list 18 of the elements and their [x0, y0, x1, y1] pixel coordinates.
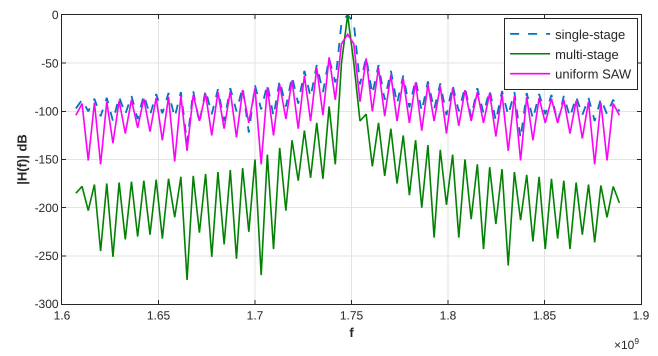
y-tick-label: -50 — [41, 56, 59, 70]
y-tick-label: -250 — [34, 249, 59, 264]
x-tick-label: 1.75 — [340, 308, 364, 322]
legend-label: single-stage — [555, 26, 626, 42]
y-tick-label: -100 — [34, 104, 59, 119]
x-axis-title: f — [349, 325, 354, 340]
y-tick-label: -200 — [34, 200, 59, 215]
x-tick-label: 1.8 — [440, 308, 457, 322]
legend-label: multi-stage — [555, 46, 619, 62]
x-tick-label: 1.65 — [146, 308, 170, 322]
y-tick-label: -150 — [34, 152, 59, 167]
x-tick-label: 1.85 — [532, 308, 556, 322]
y-axis-title: |H(f)| dB — [14, 134, 30, 185]
legend-label: uniform SAW — [555, 66, 632, 82]
x-tick-label: 1.9 — [632, 308, 650, 322]
text: ×10$^{9}$ — [614, 336, 640, 352]
x-tick-label: 1.7 — [246, 308, 264, 322]
y-tick-label: 0 — [52, 8, 59, 22]
